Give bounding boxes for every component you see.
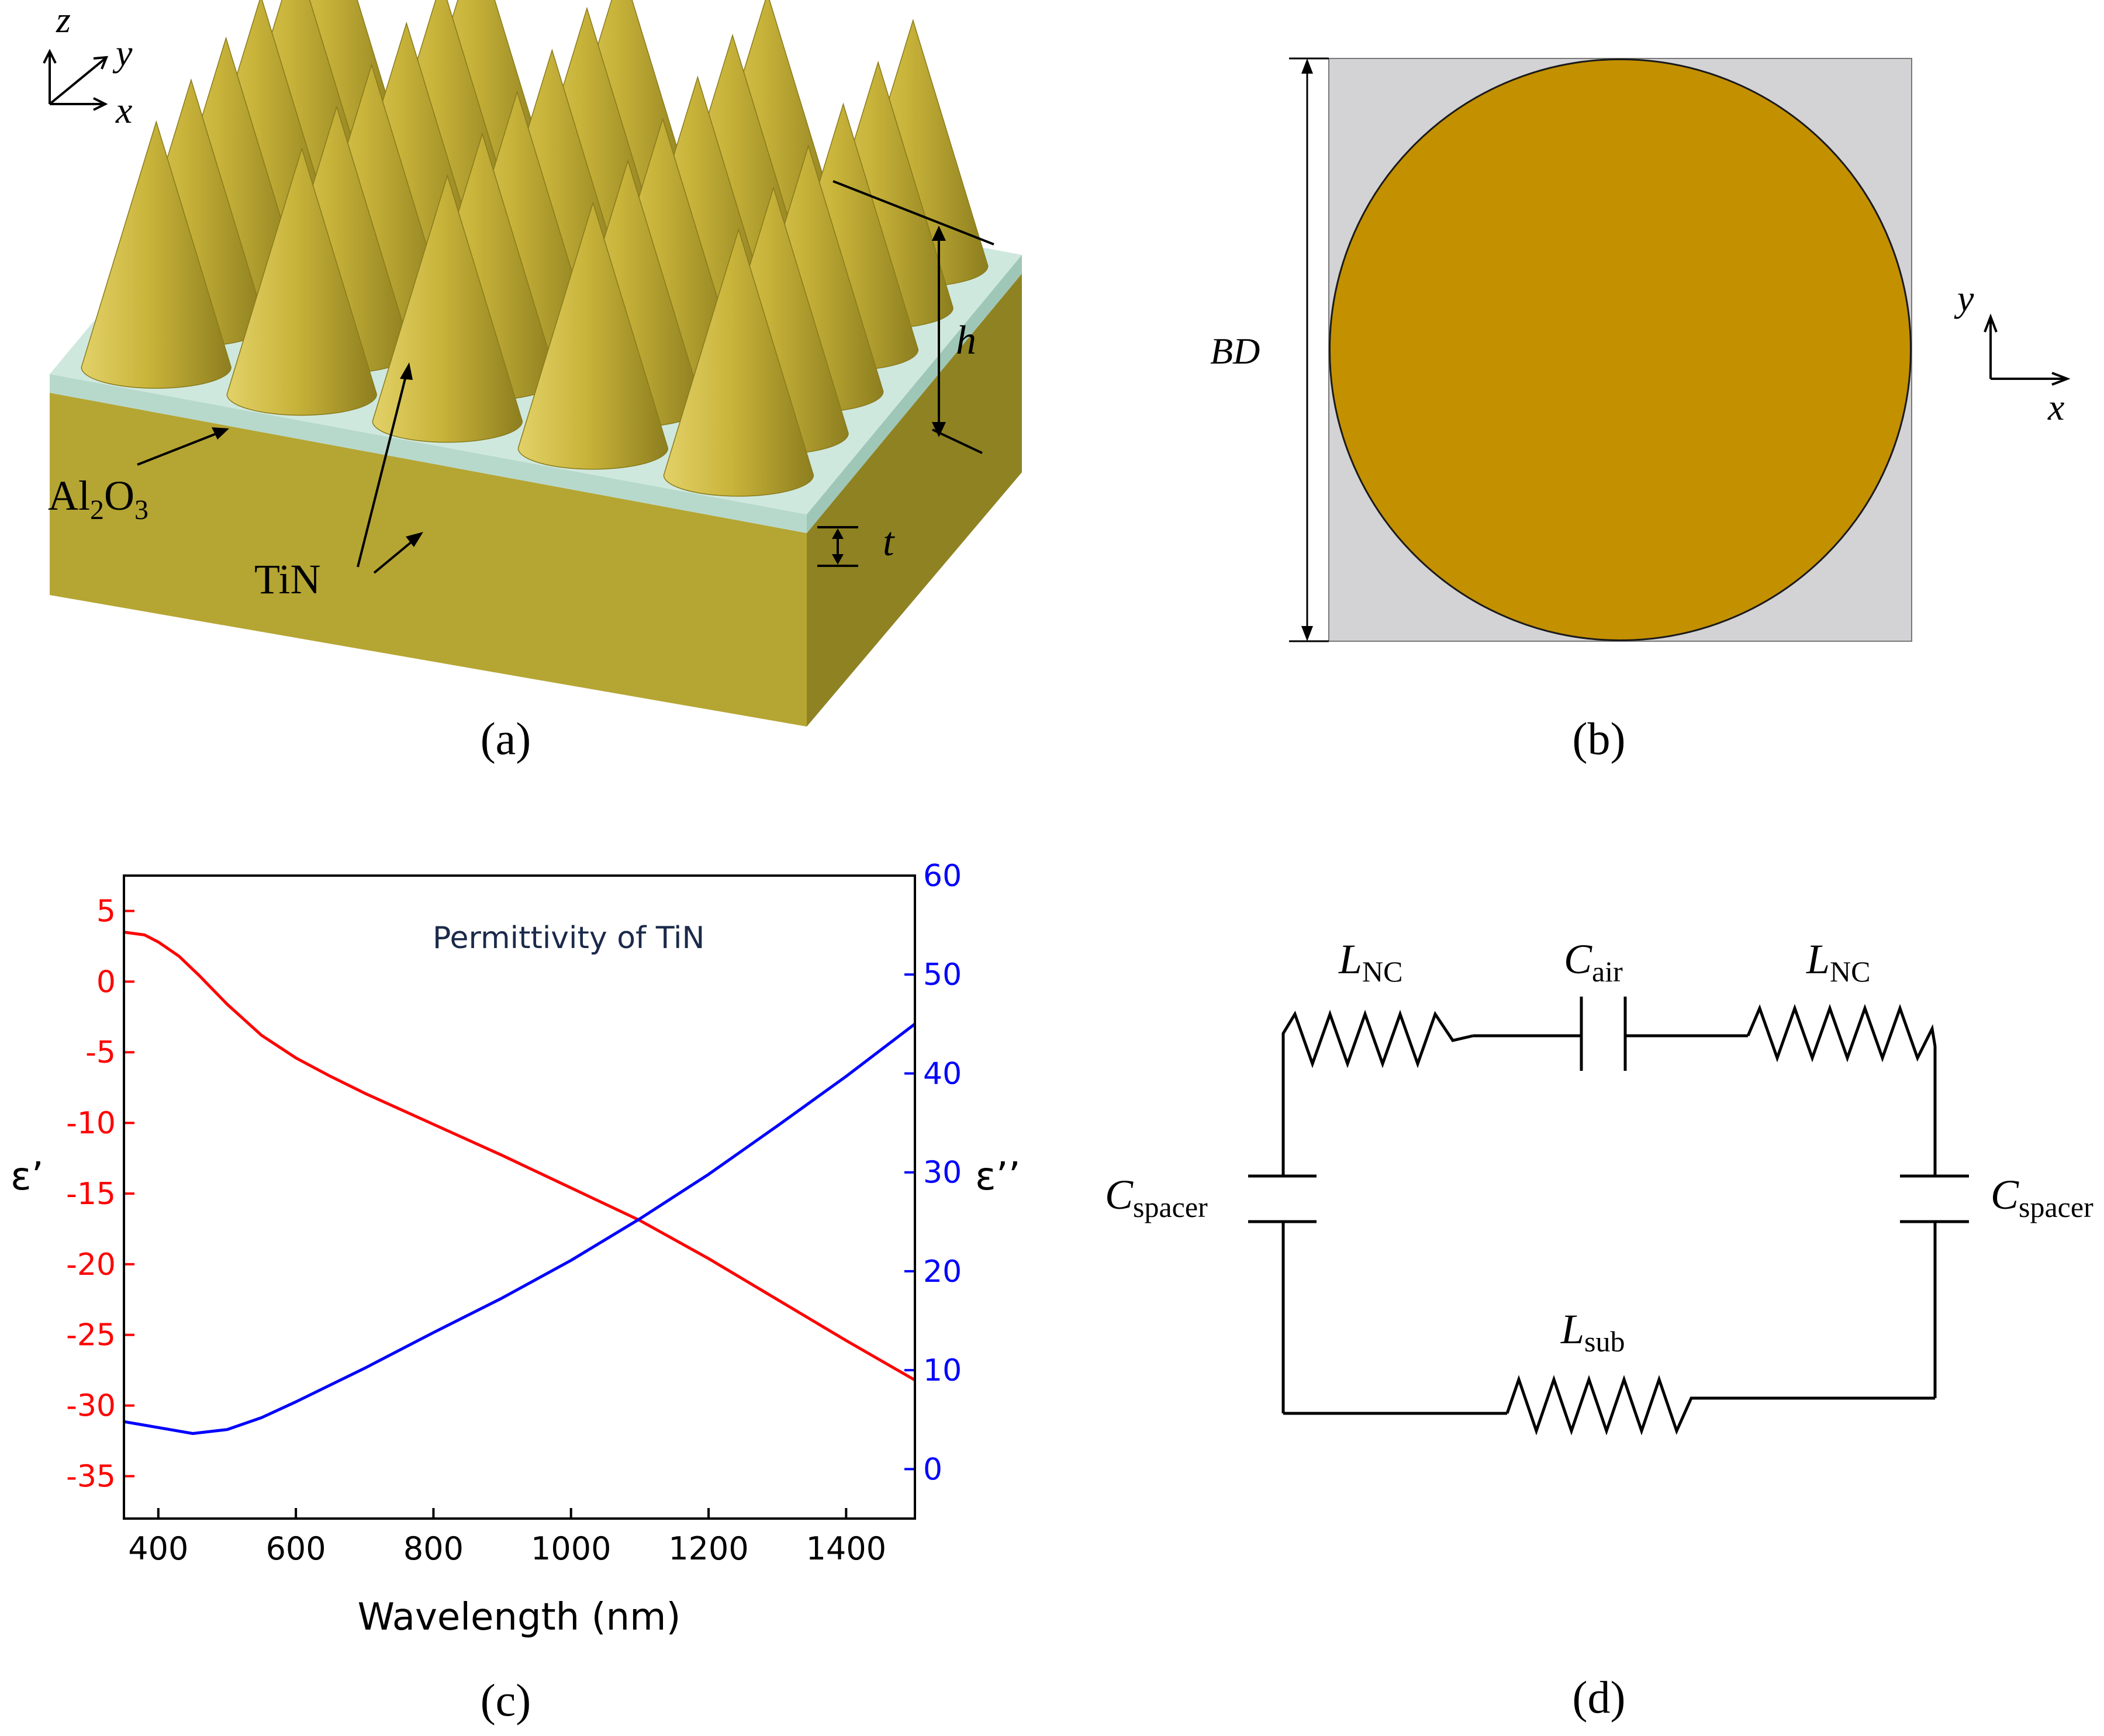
tin-cone [81, 120, 232, 389]
cone-base-disk [1329, 58, 1912, 641]
caption-b: (b) [1573, 713, 1626, 764]
right-y-tick-label: 20 [923, 1254, 962, 1289]
label-l-nc-left: LNC [1338, 936, 1403, 988]
label-h: h [956, 318, 976, 363]
label-c-spacer-left: Cspacer [1105, 1171, 1208, 1223]
x-tick-label: 1000 [531, 1530, 611, 1567]
axis-label-z: z [56, 0, 71, 40]
left-y-tick-label: -15 [66, 1177, 116, 1212]
chart-series [124, 931, 915, 1435]
right-y-tick-label: 10 [923, 1353, 962, 1388]
label-bd: BD [1210, 330, 1260, 372]
left-y-tick-label: -35 [66, 1459, 116, 1494]
x-tick-label: 400 [128, 1530, 188, 1567]
label-al2o3: Al2O3 [48, 472, 148, 525]
al2o3-spacer-front [50, 374, 807, 533]
left-y-tick-label: -30 [66, 1389, 116, 1424]
caption-c: (c) [481, 1675, 531, 1725]
al2o3-arrow [137, 427, 229, 466]
x-axis-title: Wavelength (nm) [358, 1596, 681, 1639]
right-y-axis: 60 50 40 30 20 10 0 [904, 859, 962, 1519]
label-c-air: Cair [1564, 936, 1623, 988]
caption-a: (a) [481, 713, 531, 764]
right-y-tick-label: 60 [923, 859, 962, 894]
axis-label-x-b: x [2047, 386, 2064, 428]
series-epsilon-imag [124, 1022, 915, 1435]
left-y-tick-label: 5 [96, 894, 116, 929]
right-y-tick-label: 30 [923, 1156, 962, 1191]
cone-array [81, 0, 989, 497]
axis-triad-b [1984, 313, 2071, 386]
inductor-l-sub [1505, 1375, 1935, 1436]
left-y-tick-label: -20 [66, 1247, 116, 1282]
caption-d: (d) [1573, 1672, 1626, 1723]
circuit-wires [1248, 997, 1969, 1436]
axis-triad-a [43, 49, 109, 111]
label-t: t [883, 520, 895, 565]
right-y-tick-label: 40 [923, 1056, 962, 1091]
right-y-tick-label: 0 [923, 1452, 942, 1487]
axis-label-y-b: y [1954, 278, 1974, 319]
bd-dimension [1289, 57, 1329, 642]
height-dimension [832, 180, 994, 454]
left-y-tick-label: -25 [66, 1318, 116, 1353]
panel-a: z y x h t Al2O3 [43, 0, 1022, 764]
label-tin: TiN [254, 556, 320, 603]
label-l-nc-right: LNC [1806, 936, 1871, 988]
thickness-dimension [817, 526, 858, 567]
right-y-tick-label: 50 [923, 957, 962, 993]
x-tick-label: 800 [403, 1530, 464, 1567]
tin-substrate-side [807, 274, 1022, 727]
label-c-spacer-right: Cspacer [1991, 1171, 2093, 1223]
inductor-l-nc-right [1746, 1004, 1937, 1063]
tin-substrate-front [50, 393, 807, 727]
panel-b: BD y x (b) [1210, 57, 2071, 764]
axis-label-y: y [112, 32, 133, 74]
tin-cone [663, 228, 814, 497]
plot-frame [123, 874, 916, 1520]
axis-label-x: x [115, 89, 132, 131]
left-y-axis-title: ε’ [11, 1154, 44, 1199]
tin-arrows [357, 362, 423, 574]
tin-cone [517, 201, 669, 470]
left-y-tick-label: -10 [66, 1106, 116, 1141]
x-tick-label: 1400 [806, 1530, 886, 1567]
right-y-axis-title: ε’’ [975, 1154, 1021, 1199]
tin-cone [226, 147, 378, 416]
x-axis: 400 600 800 1000 1200 1400 [128, 1508, 886, 1567]
inductor-l-nc-left [1281, 1009, 1474, 1068]
label-l-sub: Lsub [1560, 1306, 1625, 1358]
series-epsilon-real [124, 931, 915, 1382]
left-y-tick-label: 0 [96, 964, 116, 1000]
left-y-tick-label: -5 [85, 1035, 116, 1070]
al2o3-spacer-side [807, 255, 1022, 533]
x-tick-label: 600 [266, 1530, 326, 1567]
left-y-axis: 5 0 -5 -10 -15 -20 -25 -30 -35 [66, 876, 134, 1519]
chart-title: Permittivity of TiN [433, 921, 704, 956]
x-tick-label: 1200 [668, 1530, 748, 1567]
panel-d: LNC Cair LNC Cspacer Cspacer Lsub (d) [1105, 936, 2093, 1723]
